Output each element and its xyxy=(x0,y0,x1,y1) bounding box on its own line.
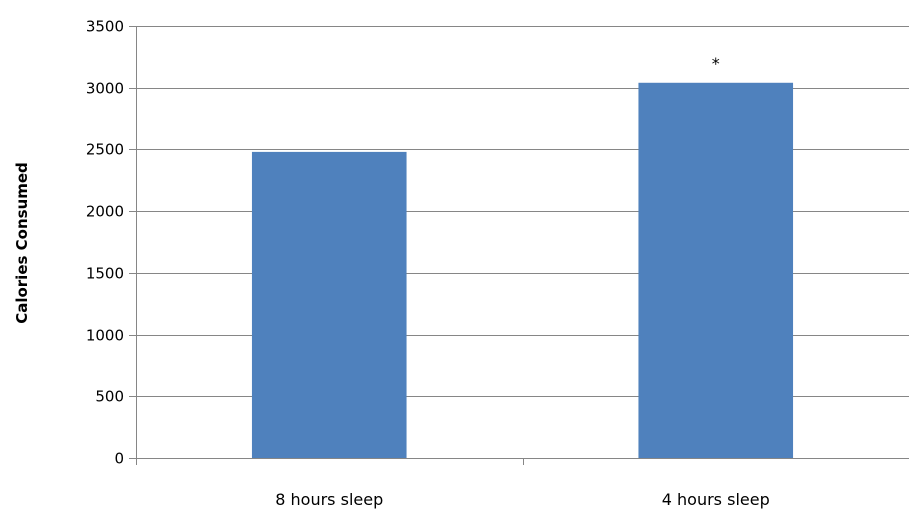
y-tick-label: 2000 xyxy=(86,203,124,221)
x-tick-label: 8 hours sleep xyxy=(275,490,383,509)
y-tick-label: 3500 xyxy=(86,18,124,36)
x-tick-label: 4 hours sleep xyxy=(662,490,770,509)
y-tick-label: 0 xyxy=(114,450,124,468)
significance-marker: * xyxy=(712,54,720,73)
y-axis-title: Calories Consumed xyxy=(13,162,31,324)
y-tick-label: 1500 xyxy=(86,265,124,283)
y-tick-label: 2500 xyxy=(86,141,124,159)
bar xyxy=(638,82,794,458)
bar xyxy=(251,151,407,458)
y-axis: 0 500 1000 1500 2000 2500 3000 3500 xyxy=(86,18,137,468)
y-tick-label: 3000 xyxy=(86,80,124,98)
bars xyxy=(251,82,794,458)
y-tick-label: 1000 xyxy=(86,327,124,345)
x-axis: 8 hours sleep 4 hours sleep xyxy=(136,458,909,509)
annotations: * xyxy=(712,54,720,73)
y-tick-label: 500 xyxy=(95,388,124,406)
